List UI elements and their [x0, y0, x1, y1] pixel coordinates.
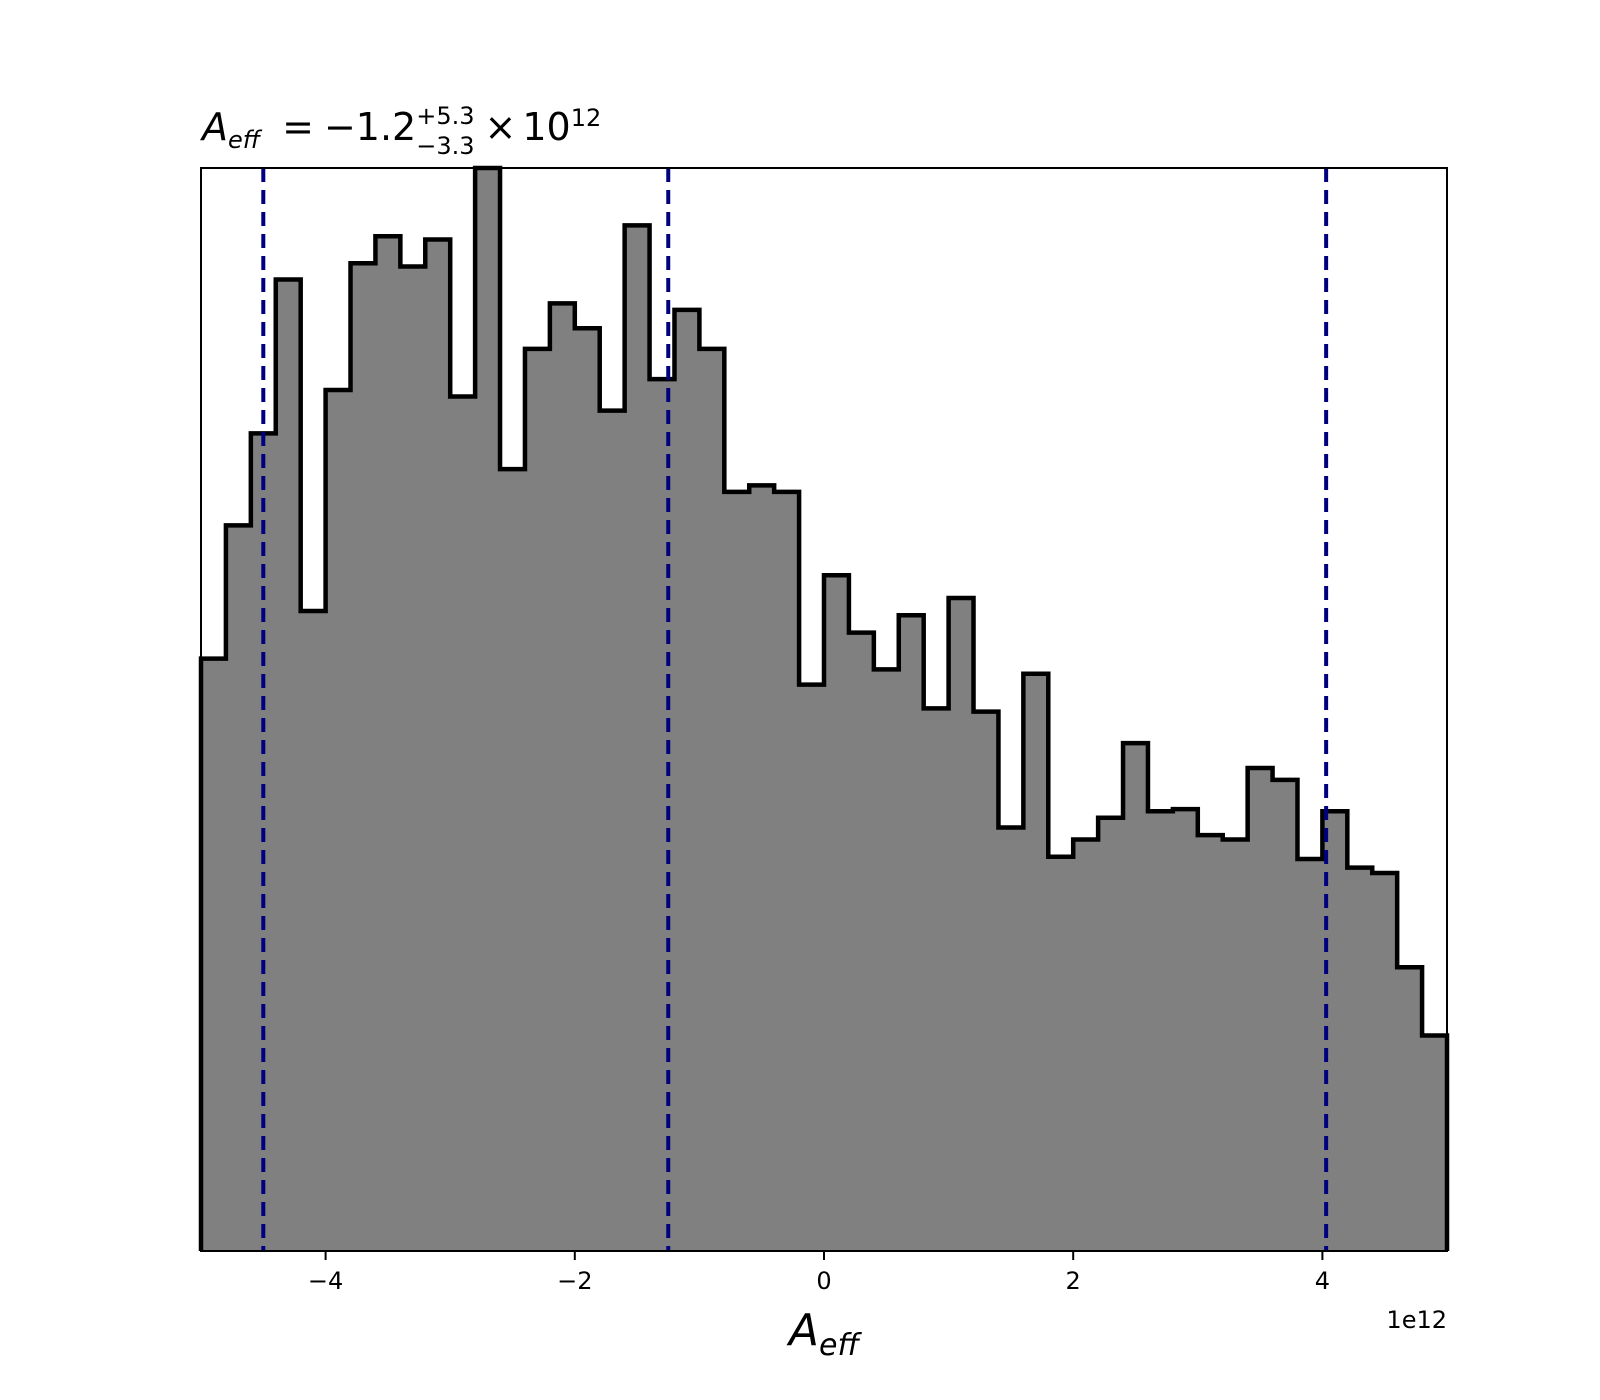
histogram-bar	[500, 469, 525, 1252]
histogram-bar	[375, 236, 401, 1251]
histogram-bar	[1222, 839, 1248, 1251]
histogram-bar	[201, 658, 226, 1251]
xlabel-subscript: eff	[819, 1328, 862, 1363]
histogram-bar	[699, 348, 725, 1252]
histogram-bar	[1197, 835, 1223, 1251]
x-tick-label: 2	[1066, 1267, 1081, 1295]
histogram-bar	[674, 309, 700, 1251]
x-tick-label: 0	[816, 1267, 831, 1295]
histogram-bar	[1023, 673, 1049, 1251]
histogram-bar	[898, 615, 924, 1251]
histogram-outline	[198, 165, 1450, 1251]
histogram-bar	[1147, 811, 1173, 1251]
histogram-bar	[1372, 873, 1398, 1251]
histogram-bar	[1123, 743, 1148, 1251]
title-exponent: 12	[571, 104, 602, 132]
histogram-bar	[998, 827, 1024, 1251]
histogram-bar	[450, 396, 476, 1251]
histogram-bar	[400, 266, 426, 1252]
title-subscript: eff	[228, 126, 263, 154]
histogram-bar	[749, 485, 775, 1252]
title-lower-error: −3.3	[416, 132, 474, 160]
histogram-bar	[724, 491, 750, 1251]
chart-title: Aeff = −1.2+5.3 −3.3 × 1012	[199, 102, 601, 160]
x-tick-label: 4	[1315, 1267, 1330, 1295]
histogram-bar	[325, 390, 351, 1251]
x-tick-label: −2	[557, 1267, 592, 1295]
plot-area	[198, 165, 1450, 1252]
histogram-bar	[1347, 867, 1373, 1251]
histogram-bar	[624, 225, 650, 1251]
x-axis-label: Aeff	[786, 1305, 863, 1363]
histogram-bar	[1098, 817, 1124, 1251]
histogram-bar	[1172, 809, 1198, 1251]
x-tick-label: −4	[308, 1267, 343, 1295]
histogram-bar	[599, 410, 625, 1251]
histogram-bar	[848, 632, 874, 1251]
histogram-bar	[425, 239, 451, 1251]
histogram-bar	[799, 684, 824, 1251]
histogram-bar	[1422, 1035, 1447, 1251]
histogram-bar	[275, 279, 301, 1251]
histogram-bar	[475, 168, 501, 1251]
histogram-bar	[1073, 839, 1099, 1251]
histogram-bar	[225, 525, 251, 1251]
title-base: 10	[522, 105, 570, 149]
title-upper-error: +5.3	[416, 102, 474, 130]
histogram-bar	[549, 303, 575, 1251]
histogram-bar	[524, 348, 550, 1252]
histogram-bar	[1297, 858, 1323, 1251]
histogram-bar	[350, 263, 376, 1252]
xlabel-symbol: A	[786, 1305, 819, 1356]
x-axis-offset-label: 1e12	[1386, 1306, 1447, 1334]
histogram-bar	[774, 491, 800, 1251]
histogram-bar	[1247, 767, 1273, 1251]
histogram-bar	[824, 575, 849, 1251]
histogram-bar	[873, 669, 899, 1251]
histogram-bar	[574, 328, 600, 1251]
x-axis-ticks: −4 −2 0 2 4	[308, 1251, 1330, 1295]
title-value: −1.2	[324, 105, 416, 149]
histogram-bar	[1397, 967, 1423, 1251]
histogram-bar	[973, 711, 999, 1251]
histogram-bar	[948, 597, 974, 1251]
histogram-bar	[923, 708, 949, 1251]
title-equals: =	[282, 105, 314, 149]
histogram-bar	[1272, 779, 1298, 1251]
histogram-bar	[300, 610, 326, 1251]
histogram-bar	[649, 379, 675, 1251]
title-symbol: A	[199, 105, 228, 149]
title-times: ×	[485, 105, 517, 149]
histogram-bar	[1048, 856, 1074, 1251]
